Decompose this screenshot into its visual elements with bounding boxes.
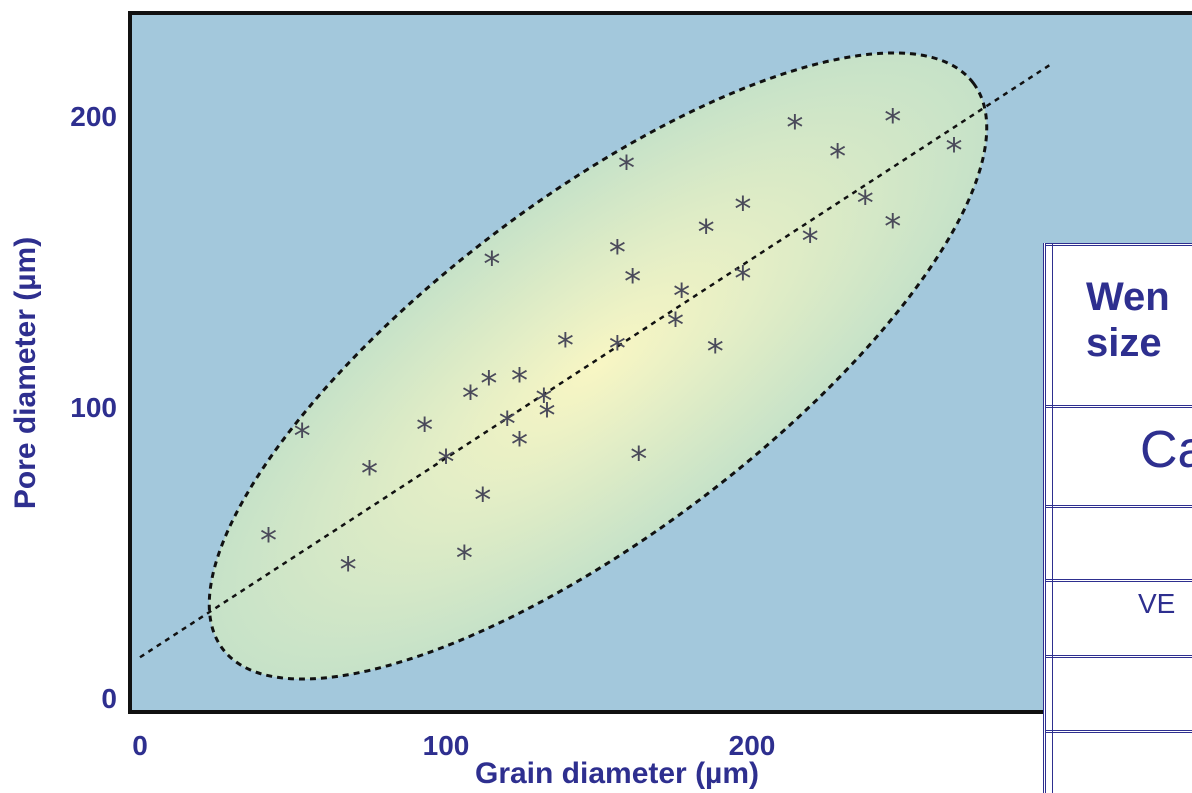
trend-line (139, 62, 1053, 659)
y-tick-label: 200 (70, 101, 117, 132)
table-empty-row (1046, 505, 1192, 583)
data-point: * (857, 183, 874, 223)
data-point: * (557, 326, 574, 366)
x-tick-label: 0 (132, 730, 148, 761)
x-axis-label: Grain diameter (µm) (475, 757, 759, 790)
y-axis-label: Pore diameter (µm) (9, 237, 42, 509)
x-tick-label: 100 (423, 730, 470, 761)
confidence-ellipse (207, 51, 989, 681)
data-point: * (624, 262, 641, 302)
table-ve-row: VE (1046, 579, 1192, 659)
data-point: * (786, 108, 803, 148)
data-point: * (630, 440, 647, 480)
data-point: * (260, 521, 277, 561)
data-point: * (416, 410, 433, 450)
data-point: * (734, 259, 751, 299)
data-point: * (609, 329, 626, 369)
data-point: * (618, 149, 635, 189)
data-point: * (511, 425, 528, 465)
data-point: * (456, 539, 473, 579)
data-point: * (474, 480, 491, 520)
data-point: * (829, 137, 846, 177)
data-point: * (884, 102, 901, 142)
data-point: * (340, 550, 357, 590)
data-point: * (511, 361, 528, 401)
data-point: * (884, 207, 901, 247)
y-tick-label: 100 (70, 392, 117, 423)
y-tick-label: 0 (101, 683, 117, 714)
data-point: * (707, 332, 724, 372)
table-empty-row (1046, 655, 1192, 735)
data-point: * (734, 189, 751, 229)
data-point: * (483, 245, 500, 285)
table-empty-row (1046, 730, 1192, 793)
overlay-table: Wen size Ca VE (1043, 243, 1192, 793)
data-point: * (698, 213, 715, 253)
data-point: * (538, 396, 555, 436)
table-row-label: VE (1138, 588, 1176, 619)
data-point: * (673, 277, 690, 317)
data-point: * (438, 442, 455, 482)
data-point: * (294, 416, 311, 456)
table-class-label: Ca (1140, 421, 1192, 479)
x-tick-label: 200 (729, 730, 776, 761)
table-title-row: Wen size (1046, 243, 1192, 408)
data-point: * (609, 233, 626, 273)
data-point: * (945, 131, 962, 171)
data-point: * (667, 306, 684, 346)
table-inner-border (1052, 243, 1053, 793)
table-title: Wen size (1086, 275, 1170, 365)
data-point: * (535, 381, 552, 421)
data-point: * (802, 221, 819, 261)
data-point: * (462, 378, 479, 418)
data-point: * (480, 364, 497, 404)
data-point: * (361, 454, 378, 494)
data-point: * (499, 405, 516, 445)
table-class-row: Ca (1046, 405, 1192, 509)
